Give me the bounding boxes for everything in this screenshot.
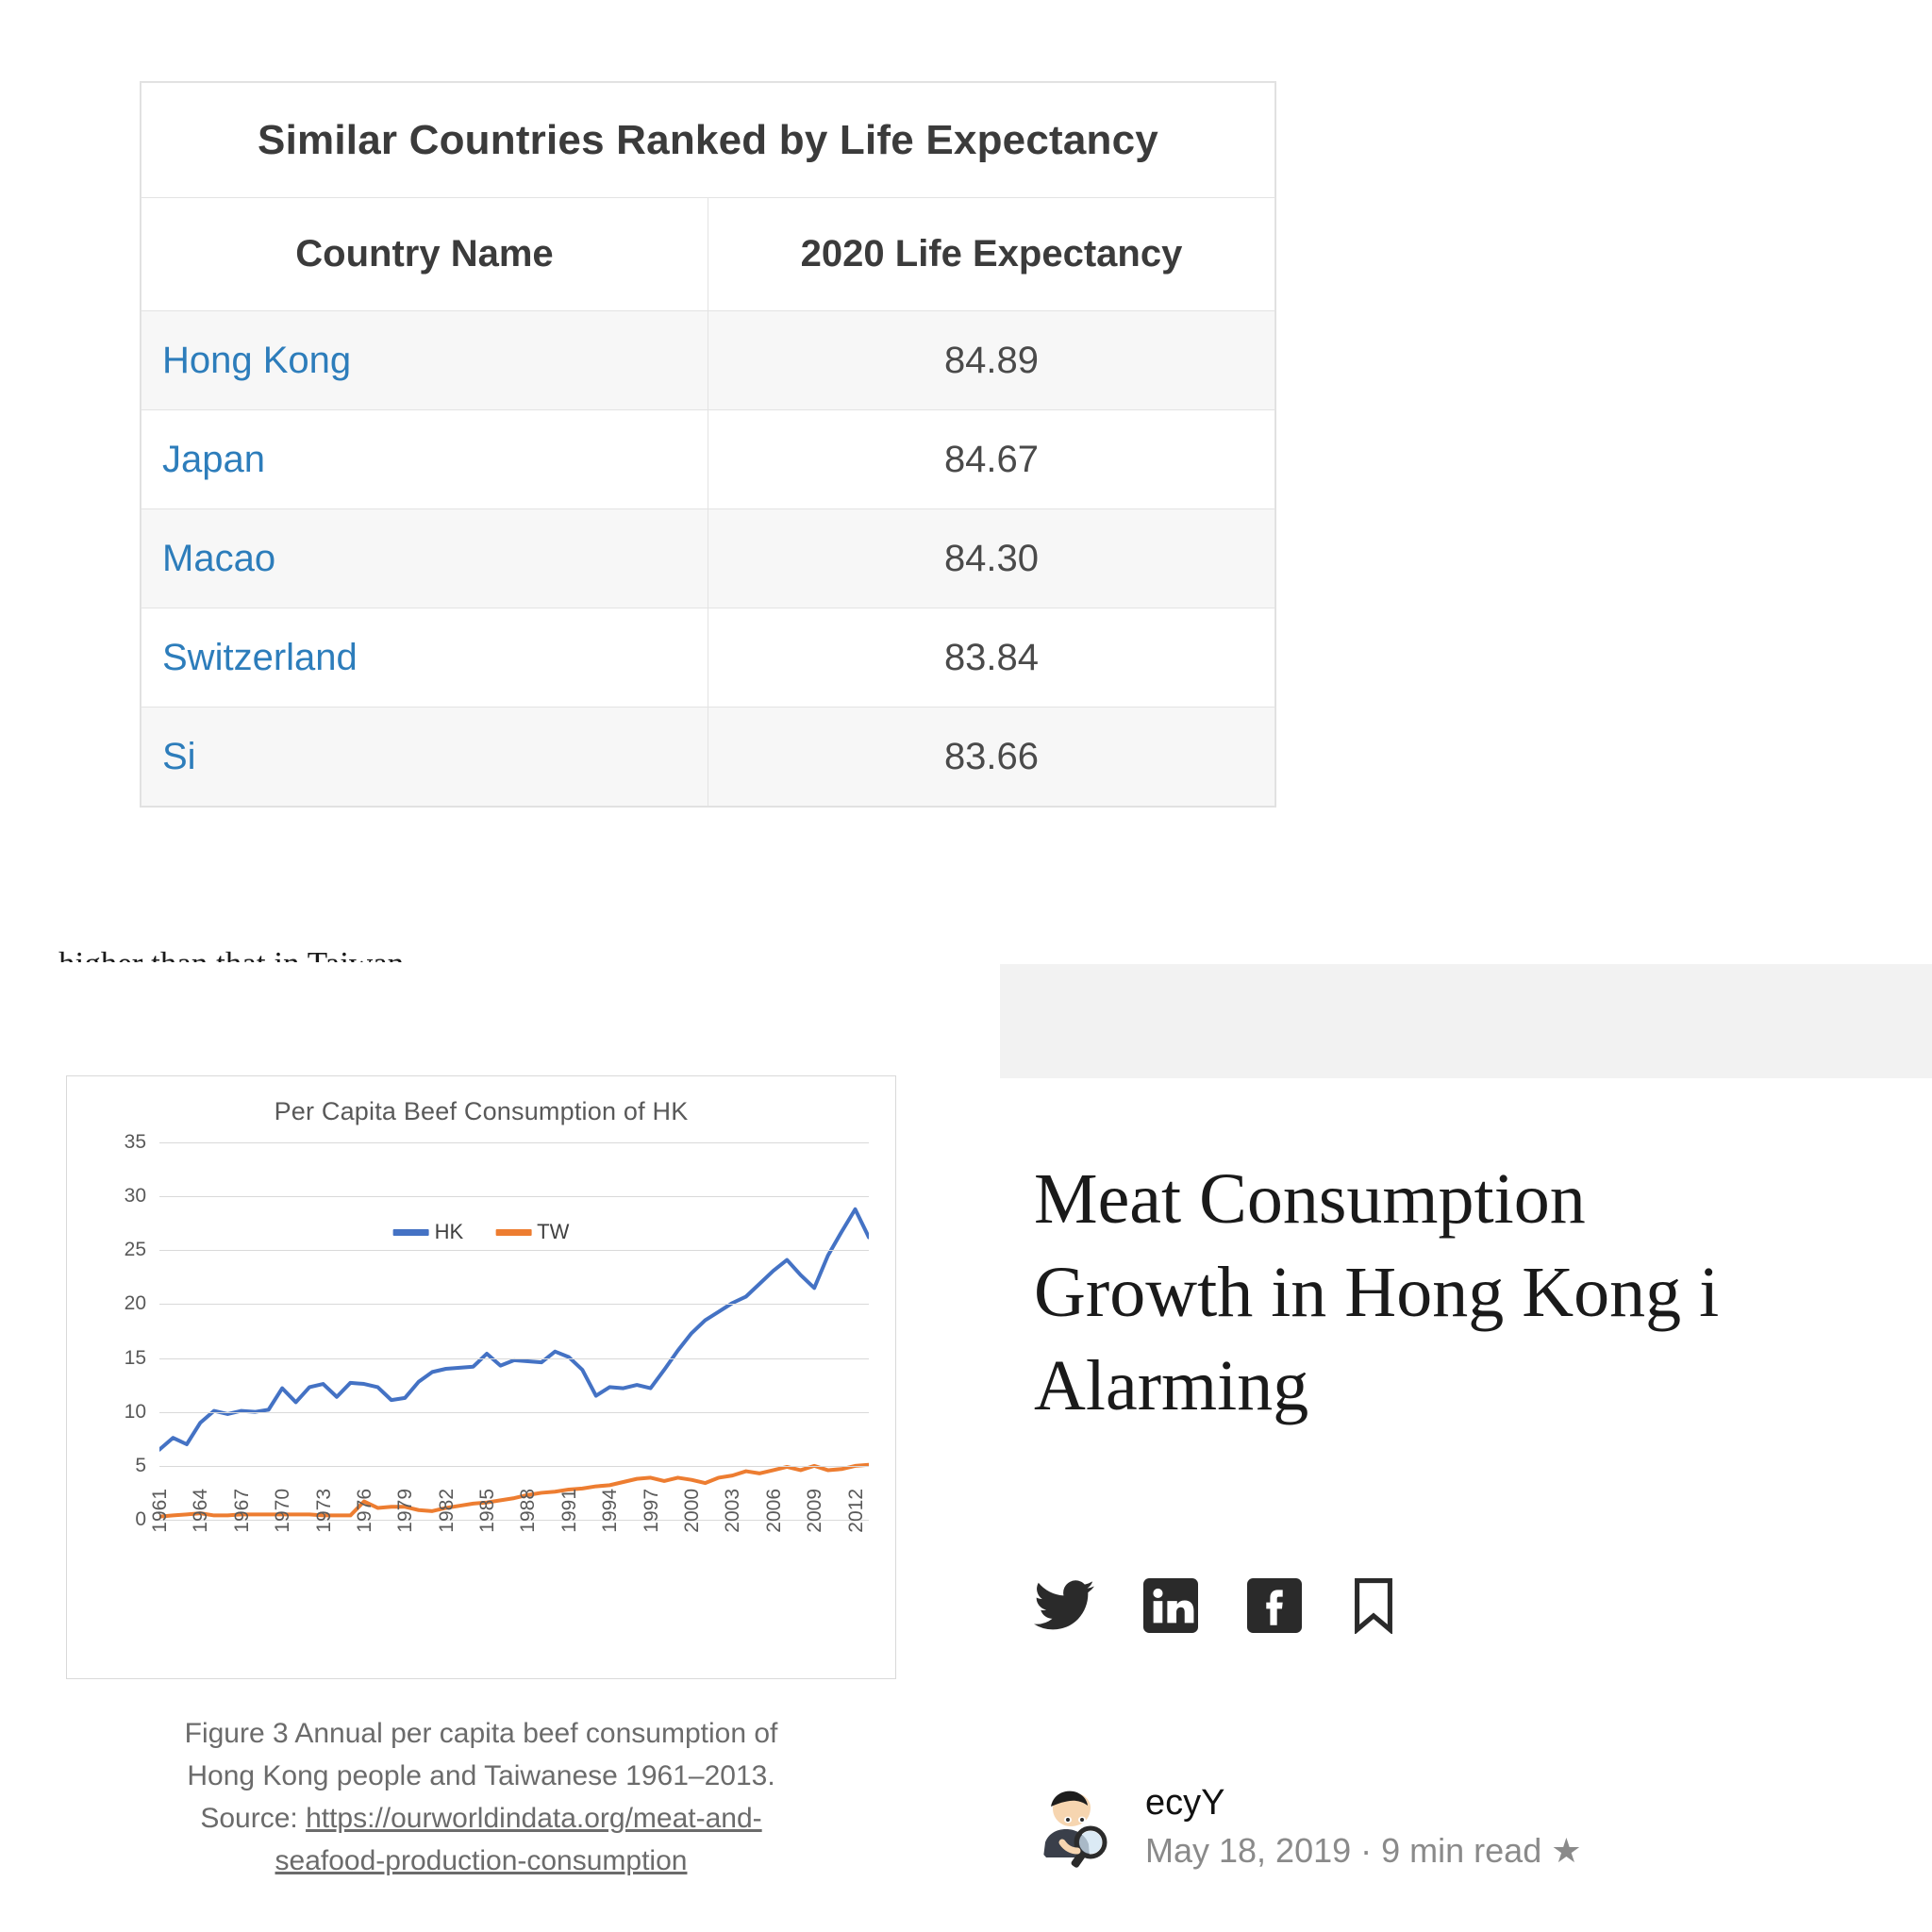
x-axis-tick-label: 1961 xyxy=(149,1489,171,1533)
facebook-icon[interactable] xyxy=(1247,1578,1302,1633)
x-axis-tick-label: 1976 xyxy=(353,1489,375,1533)
avatar[interactable] xyxy=(1034,1783,1121,1871)
table-row: Macao 84.30 xyxy=(141,508,1275,608)
cell-life-expectancy: 84.67 xyxy=(708,409,1275,509)
x-axis-tick-label: 2012 xyxy=(844,1489,867,1533)
cell-country-name[interactable]: Switzerland xyxy=(141,608,708,708)
byline: ecyY May 18, 2019 · 9 min read ★ xyxy=(1034,1783,1582,1871)
headline-line-3: Alarming xyxy=(1034,1345,1309,1425)
figure-caption: Figure 3 Annual per capita beef consumpt… xyxy=(66,1712,896,1882)
chart-gridline xyxy=(159,1465,869,1467)
table-title: Similar Countries Ranked by Life Expecta… xyxy=(141,82,1275,198)
y-axis-tick-label: 25 xyxy=(124,1239,146,1261)
source-link-line-1[interactable]: https://ourworldindata.org/meat-and- xyxy=(306,1803,762,1834)
chart-lines xyxy=(159,1142,869,1520)
x-axis-tick-label: 1991 xyxy=(558,1489,580,1533)
article-headline: Meat Consumption Growth in Hong Kong i A… xyxy=(1034,1153,1932,1432)
x-axis-tick-label: 1970 xyxy=(272,1489,294,1533)
linkedin-icon[interactable] xyxy=(1143,1578,1198,1633)
table-row: Switzerland 83.84 xyxy=(141,608,1275,708)
chart-plot-area: 0 5 10 15 20 25 30 35 1961 1964 1967 1970 1973 1976 19… xyxy=(125,1131,869,1533)
chart-gridline xyxy=(159,1142,869,1143)
cell-life-expectancy: 83.66 xyxy=(708,707,1275,807)
table-title-row: Similar Countries Ranked by Life Expecta… xyxy=(141,82,1275,198)
x-axis-tick-label: 1985 xyxy=(476,1489,499,1533)
author-name[interactable]: ecyY xyxy=(1145,1783,1225,1823)
bookmark-icon[interactable] xyxy=(1351,1577,1396,1634)
x-axis-tick-label: 1988 xyxy=(517,1489,540,1533)
table-row: Hong Kong 84.89 xyxy=(141,310,1275,410)
x-axis-tick-label: 1982 xyxy=(435,1489,458,1533)
x-axis-tick-label: 2006 xyxy=(762,1489,785,1533)
caption-line-2: Hong Kong people and Taiwanese 1961–2013… xyxy=(187,1760,775,1791)
chart-series-hk xyxy=(159,1209,869,1450)
x-axis-tick-label: 1964 xyxy=(190,1489,212,1533)
legend-label-tw: TW xyxy=(537,1220,570,1243)
legend-item-hk: HK xyxy=(392,1220,464,1244)
cell-life-expectancy: 84.89 xyxy=(708,310,1275,410)
page-clip-mask-right xyxy=(1000,979,1932,1078)
life-expectancy-table-card: Similar Countries Ranked by Life Expecta… xyxy=(140,81,1276,808)
y-axis-tick-label: 30 xyxy=(124,1185,146,1208)
chart-title: Per Capita Beef Consumption of HK xyxy=(274,1097,689,1125)
legend-swatch-hk xyxy=(392,1228,429,1236)
x-axis-tick-label: 2000 xyxy=(681,1489,703,1533)
y-axis-tick-label: 10 xyxy=(124,1400,146,1423)
cell-life-expectancy: 83.84 xyxy=(708,608,1275,708)
y-axis-tick-label: 5 xyxy=(135,1454,146,1476)
y-axis-tick-label: 20 xyxy=(124,1292,146,1315)
legend-item-tw: TW xyxy=(495,1220,569,1244)
beef-consumption-chart: Per Capita Beef Consumption of HK HK TW … xyxy=(66,1075,896,1679)
cell-country-name[interactable]: Macao xyxy=(141,508,708,608)
chart-gridline xyxy=(159,1411,869,1413)
table-header-row: Country Name 2020 Life Expectancy xyxy=(141,197,1275,311)
twitter-icon[interactable] xyxy=(1034,1580,1094,1631)
x-axis-tick-label: 1994 xyxy=(599,1489,622,1533)
chart-gridline xyxy=(159,1520,869,1521)
article-left-column: higher than that in Taiwan. Per Capita B… xyxy=(58,945,896,1882)
table-body: Hong Kong 84.89 Japan 84.67 Macao 84.30 Switze… xyxy=(141,310,1275,807)
chart-gridline xyxy=(159,1196,869,1198)
y-axis-tick-label: 35 xyxy=(124,1131,146,1153)
caption-line-1: Figure 3 Annual per capita beef consumpt… xyxy=(184,1718,778,1749)
legend-label-hk: HK xyxy=(434,1220,464,1243)
cell-country-name[interactable]: Japan xyxy=(141,409,708,509)
cell-country-name[interactable]: Si xyxy=(141,707,708,807)
caption-source-prefix: Source: xyxy=(200,1803,307,1834)
x-axis-tick-label: 1979 xyxy=(394,1489,417,1533)
source-link-line-2[interactable]: seafood-production-consumption xyxy=(275,1845,688,1876)
legend-swatch-tw xyxy=(495,1228,532,1236)
life-expectancy-table: Similar Countries Ranked by Life Expecta… xyxy=(141,82,1275,807)
x-axis-tick-label: 1973 xyxy=(312,1489,335,1533)
cell-life-expectancy: 84.30 xyxy=(708,508,1275,608)
chart-gridline xyxy=(159,1304,869,1306)
x-axis-tick-label: 2009 xyxy=(804,1489,826,1533)
chart-series-tw xyxy=(159,1465,869,1517)
share-row xyxy=(1034,1577,1396,1634)
table-row: Japan 84.67 xyxy=(141,409,1275,509)
y-axis-tick-label: 15 xyxy=(124,1346,146,1369)
x-axis-tick-label: 1997 xyxy=(640,1489,662,1533)
chart-gridline xyxy=(159,1357,869,1359)
cell-country-name[interactable]: Hong Kong xyxy=(141,310,708,410)
x-axis-tick-label: 2003 xyxy=(722,1489,744,1533)
chart-legend: HK TW xyxy=(392,1220,569,1244)
byline-date-readtime: May 18, 2019 · 9 min read ★ xyxy=(1145,1831,1582,1870)
y-axis-tick-label: 0 xyxy=(135,1508,146,1530)
column-header-life-expectancy: 2020 Life Expectancy xyxy=(708,197,1275,311)
column-header-country: Country Name xyxy=(141,197,708,311)
x-axis-tick-label: 1967 xyxy=(230,1489,253,1533)
chart-gridline xyxy=(159,1250,869,1252)
table-row: Si 83.66 xyxy=(141,707,1275,807)
headline-line-1: Meat Consumption xyxy=(1034,1159,1586,1239)
headline-line-2: Growth in Hong Kong i xyxy=(1034,1252,1720,1332)
page-clip-mask-left xyxy=(0,962,1000,1075)
byline-meta: ecyY May 18, 2019 · 9 min read ★ xyxy=(1145,1783,1582,1871)
